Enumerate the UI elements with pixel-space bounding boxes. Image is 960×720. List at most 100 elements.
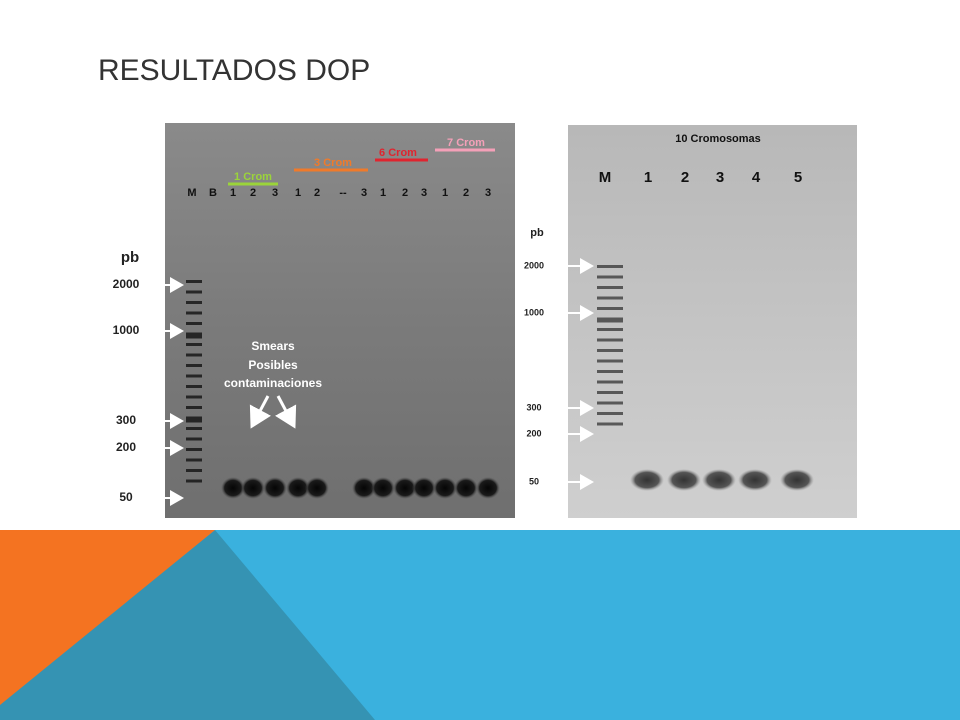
ladder-band	[186, 301, 202, 304]
lane-label: 4	[752, 169, 761, 186]
ladder-band	[186, 406, 202, 409]
lane-label: B	[209, 187, 217, 199]
lane-label: 1	[442, 187, 448, 199]
lane-label: 1	[380, 187, 386, 199]
ladder-band	[597, 422, 623, 426]
ladder-band	[186, 374, 202, 378]
gel-image-left	[165, 123, 515, 518]
ladder-band	[597, 401, 623, 405]
ladder-band	[186, 448, 202, 451]
lane-label: 3	[361, 187, 367, 199]
slide-title: RESULTADOS DOP	[98, 54, 370, 87]
dna-band	[780, 469, 814, 491]
ladder-band	[597, 317, 623, 323]
lane-label: 3	[485, 187, 491, 199]
gel-title: 10 Cromosomas	[675, 133, 761, 145]
dna-band	[393, 477, 417, 499]
lane-label: 3	[421, 187, 427, 199]
lane-label: --	[339, 187, 347, 199]
dna-band	[412, 477, 436, 499]
annotation: Posibles	[248, 358, 298, 372]
dna-band	[630, 469, 664, 491]
ladder-band	[186, 290, 202, 294]
ladder-band	[186, 280, 202, 283]
size-label: 1000	[113, 323, 140, 337]
group-label: 7 Crom	[447, 137, 485, 149]
dna-band	[702, 469, 736, 491]
annotation: contaminaciones	[224, 376, 322, 390]
lane-label: 1	[230, 187, 236, 199]
group-label: 6 Crom	[379, 147, 417, 159]
lane-label: 2	[402, 187, 408, 199]
ladder-band	[597, 296, 623, 300]
ladder-band	[186, 479, 202, 483]
ladder-band	[597, 275, 623, 279]
decor-shape	[0, 530, 375, 720]
size-label: 50	[529, 476, 539, 486]
lane-label: 2	[463, 187, 469, 199]
size-label: 300	[526, 402, 541, 412]
arrow	[274, 395, 297, 429]
ladder-band	[597, 412, 623, 415]
ladder-band	[597, 307, 623, 310]
lane-label: M	[187, 187, 196, 199]
ladder-band	[186, 311, 202, 315]
dna-band	[263, 477, 287, 499]
ladder-band	[186, 353, 202, 357]
group-label: 1 Crom	[234, 171, 272, 183]
lane-label: 1	[644, 169, 652, 186]
unit-label: pb	[530, 227, 544, 239]
size-label: 200	[526, 428, 541, 438]
lane-label: M	[599, 169, 612, 186]
size-label: 200	[116, 440, 136, 454]
ladder-band	[186, 437, 202, 441]
dna-band	[454, 477, 478, 499]
ladder-band	[186, 364, 202, 367]
lane-label: 3	[272, 187, 278, 199]
ladder-band	[597, 349, 623, 352]
ladder-band	[186, 332, 202, 339]
unit-label: pb	[121, 249, 139, 266]
lane-label: 2	[250, 187, 256, 199]
dna-band	[738, 469, 772, 491]
ladder-band	[186, 395, 202, 399]
ladder-band	[186, 469, 202, 472]
dna-band	[286, 477, 310, 499]
size-label: 300	[116, 413, 136, 427]
group-label: 3 Crom	[314, 157, 352, 169]
ladder-band	[597, 338, 623, 342]
size-label: 2000	[524, 260, 544, 270]
dna-band	[352, 477, 376, 499]
lane-label: 3	[716, 169, 724, 186]
ladder-band	[597, 286, 623, 289]
ladder-band	[186, 416, 202, 423]
decor-shape	[0, 530, 215, 705]
ladder-band	[597, 359, 623, 363]
lane-label: 2	[681, 169, 689, 186]
dna-band	[433, 477, 457, 499]
size-label: 2000	[113, 277, 140, 291]
ladder-band	[597, 265, 623, 268]
dna-band	[221, 477, 245, 499]
size-label: 50	[119, 490, 133, 504]
ladder-band	[597, 328, 623, 331]
ladder-band	[597, 370, 623, 373]
lane-label: 2	[314, 187, 320, 199]
size-label: 1000	[524, 307, 544, 317]
lane-label: 5	[794, 169, 802, 186]
ladder-band	[186, 458, 202, 462]
ladder-band	[597, 380, 623, 384]
dna-band	[241, 477, 265, 499]
dna-band	[476, 477, 500, 499]
lane-label: 1	[295, 187, 301, 199]
ladder-band	[186, 343, 202, 346]
dna-band	[305, 477, 329, 499]
ladder-band	[186, 322, 202, 325]
annotation: Smears	[251, 339, 295, 353]
ladder-band	[186, 427, 202, 430]
dna-band	[371, 477, 395, 499]
ladder-band	[597, 391, 623, 394]
ladder-band	[186, 385, 202, 388]
dna-band	[667, 469, 701, 491]
